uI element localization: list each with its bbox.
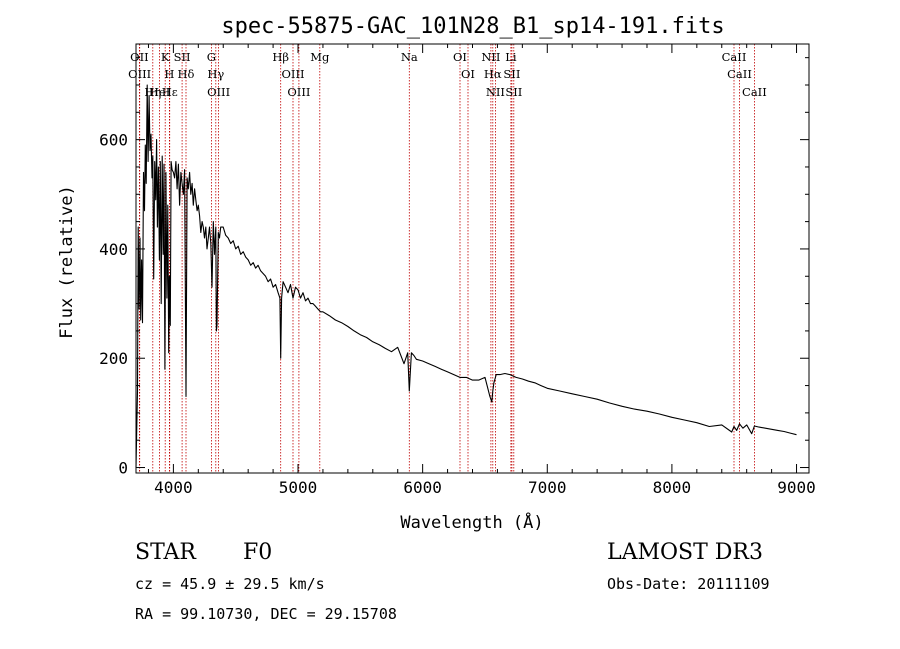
line-label: Na bbox=[401, 50, 418, 64]
line-label: H bbox=[164, 67, 174, 81]
line-label: CaII bbox=[742, 85, 767, 99]
coordinates: RA = 99.10730, DEC = 29.15708 bbox=[135, 605, 397, 623]
spectrum-line bbox=[135, 84, 797, 468]
line-label: Li bbox=[505, 50, 517, 64]
line-label: NII bbox=[481, 50, 500, 64]
line-label: OI bbox=[461, 67, 475, 81]
line-label: Hα bbox=[484, 67, 502, 81]
x-tick-label: 6000 bbox=[403, 478, 442, 497]
chart-title: spec-55875-GAC_101N28_B1_sp14-191.fits bbox=[221, 14, 724, 39]
line-label: Hδ bbox=[178, 67, 195, 81]
observation-date: Obs-Date: 20111109 bbox=[607, 575, 770, 593]
x-tick-label: 7000 bbox=[528, 478, 567, 497]
line-label: G bbox=[207, 50, 216, 64]
line-label: Hε bbox=[162, 85, 178, 99]
line-label: CaII bbox=[727, 67, 752, 81]
x-tick-label: 5000 bbox=[279, 478, 318, 497]
y-axis-label: Flux (relative) bbox=[57, 185, 77, 339]
x-tick-label: 8000 bbox=[653, 478, 692, 497]
line-label: Hβ bbox=[272, 50, 289, 64]
line-label: OI bbox=[453, 50, 467, 64]
redshift-value: cz = 45.9 ± 29.5 km/s bbox=[135, 575, 325, 593]
line-label: OIII bbox=[207, 85, 230, 99]
y-axis-ticks: 0 200 400 600 bbox=[99, 57, 809, 478]
object-subclass: F0 bbox=[243, 540, 273, 565]
object-class: STAR bbox=[135, 540, 196, 565]
plot-frame bbox=[135, 43, 810, 474]
spectral-line-markers bbox=[138, 44, 755, 473]
line-label: SII bbox=[174, 50, 191, 64]
line-label: SII bbox=[505, 85, 522, 99]
line-label: OIII bbox=[128, 67, 151, 81]
line-label: HeI bbox=[149, 85, 170, 99]
line-label: OIII bbox=[281, 67, 304, 81]
x-axis-label: Wavelength (Å) bbox=[400, 511, 543, 533]
line-label: Hη bbox=[144, 85, 161, 99]
line-label: SII bbox=[503, 67, 520, 81]
line-label: K bbox=[161, 50, 170, 64]
x-tick-label: 4000 bbox=[154, 478, 193, 497]
line-label: NII bbox=[486, 85, 505, 99]
line-label: Mg bbox=[310, 50, 330, 64]
y-tick-label: 200 bbox=[99, 349, 128, 368]
line-label: OII bbox=[130, 50, 149, 64]
x-axis-ticks: 4000 5000 6000 7000 8000 9000 bbox=[147, 44, 816, 497]
line-label: CaII bbox=[722, 50, 747, 64]
y-tick-label: 400 bbox=[99, 240, 128, 259]
line-label: Hγ bbox=[207, 67, 224, 81]
y-tick-label: 600 bbox=[99, 131, 128, 150]
x-tick-label: 9000 bbox=[777, 478, 816, 497]
y-tick-label: 0 bbox=[118, 459, 128, 478]
line-label: OIII bbox=[287, 85, 310, 99]
survey-name: LAMOST DR3 bbox=[607, 540, 763, 565]
